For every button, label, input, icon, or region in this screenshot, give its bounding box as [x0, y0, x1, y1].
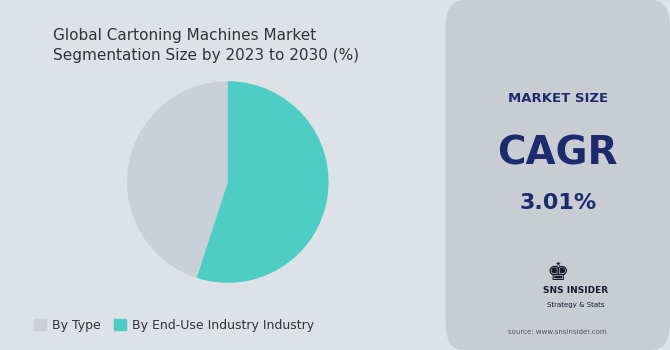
Text: SNS INSIDER: SNS INSIDER	[543, 286, 608, 295]
Text: Strategy & Stats: Strategy & Stats	[547, 301, 604, 308]
Legend: By Type, By End-Use Industry Industry: By Type, By End-Use Industry Industry	[29, 314, 320, 337]
Text: source: www.snsinsider.com: source: www.snsinsider.com	[509, 329, 607, 336]
Text: 3.01%: 3.01%	[519, 193, 596, 213]
Text: CAGR: CAGR	[498, 135, 618, 173]
Text: Global Cartoning Machines Market
Segmentation Size by 2023 to 2030 (%): Global Cartoning Machines Market Segment…	[54, 28, 360, 63]
Text: ♚: ♚	[547, 261, 569, 285]
FancyBboxPatch shape	[446, 0, 670, 350]
Wedge shape	[197, 81, 328, 283]
Text: MARKET SIZE: MARKET SIZE	[508, 91, 608, 105]
Wedge shape	[127, 81, 228, 278]
